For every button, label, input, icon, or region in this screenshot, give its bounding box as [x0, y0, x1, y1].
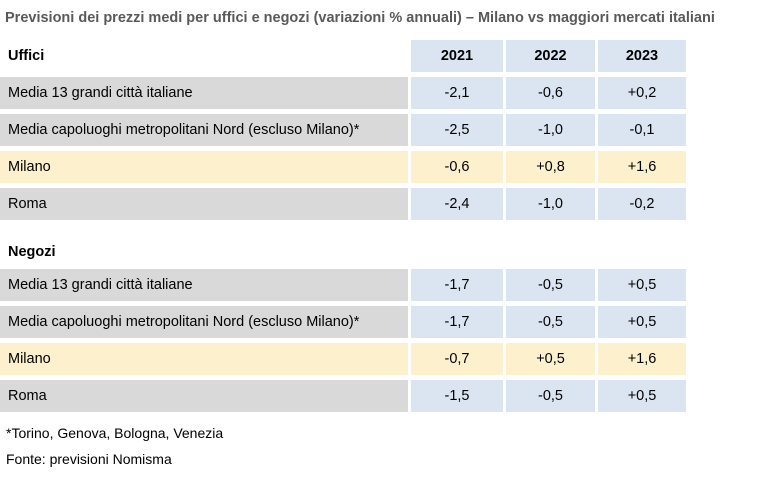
- value-uffici-2023: +1,6: [598, 151, 686, 183]
- section-header-uffici: Uffici: [0, 40, 408, 72]
- row-label-negozi: Media 13 grandi città italiane: [0, 269, 408, 301]
- value-negozi-2021: -0,7: [411, 343, 503, 375]
- row-label-negozi: Milano: [0, 343, 408, 375]
- value-negozi-2022: -0,5: [506, 306, 595, 338]
- value-negozi-2023: +0,5: [598, 380, 686, 412]
- value-uffici-2022: +0,8: [506, 151, 595, 183]
- value-uffici-2021: -0,6: [411, 151, 503, 183]
- value-uffici-2022: -1,0: [506, 114, 595, 146]
- value-uffici-2022: -0,6: [506, 77, 595, 109]
- source-text: Fonte: previsioni Nomisma: [6, 451, 172, 467]
- value-uffici-2022: -1,0: [506, 188, 595, 220]
- forecast-tables: Uffici 2021 2022 2023 Media 13 grandi città …: [0, 40, 768, 412]
- value-uffici-2021: -2,4: [411, 188, 503, 220]
- row-label-uffici: Media 13 grandi città italiane: [0, 77, 408, 109]
- empty-header-cell: [411, 240, 503, 264]
- value-negozi-2023: +1,6: [598, 343, 686, 375]
- value-negozi-2022: +0,5: [506, 343, 595, 375]
- footnote-text: *Torino, Genova, Bologna, Venezia: [6, 425, 224, 441]
- value-negozi-2023: +0,5: [598, 306, 686, 338]
- table-negozi: Negozi Media 13 grandi città italiane -1,7…: [0, 240, 768, 412]
- value-negozi-2021: -1,7: [411, 269, 503, 301]
- value-uffici-2021: -2,5: [411, 114, 503, 146]
- value-uffici-2021: -2,1: [411, 77, 503, 109]
- column-header-2023: 2023: [598, 40, 686, 72]
- value-negozi-2022: -0,5: [506, 380, 595, 412]
- empty-header-cell: [506, 240, 595, 264]
- value-negozi-2023: +0,5: [598, 269, 686, 301]
- column-header-2022: 2022: [506, 40, 595, 72]
- row-label-negozi: Roma: [0, 380, 408, 412]
- value-uffici-2023: -0,2: [598, 188, 686, 220]
- row-label-uffici: Milano: [0, 151, 408, 183]
- row-label-uffici: Media capoluoghi metropolitani Nord (esc…: [0, 114, 408, 146]
- value-negozi-2021: -1,5: [411, 380, 503, 412]
- value-uffici-2023: -0,1: [598, 114, 686, 146]
- table-uffici: Uffici 2021 2022 2023 Media 13 grandi città …: [0, 40, 768, 220]
- value-negozi-2021: -1,7: [411, 306, 503, 338]
- section-header-negozi: Negozi: [0, 240, 408, 264]
- row-label-uffici: Roma: [0, 188, 408, 220]
- value-uffici-2023: +0,2: [598, 77, 686, 109]
- row-label-negozi: Media capoluoghi metropolitani Nord (esc…: [0, 306, 408, 338]
- empty-header-cell: [598, 240, 686, 264]
- page-title: Previsioni dei prezzi medi per uffici e …: [5, 10, 715, 26]
- value-negozi-2022: -0,5: [506, 269, 595, 301]
- column-header-2021: 2021: [411, 40, 503, 72]
